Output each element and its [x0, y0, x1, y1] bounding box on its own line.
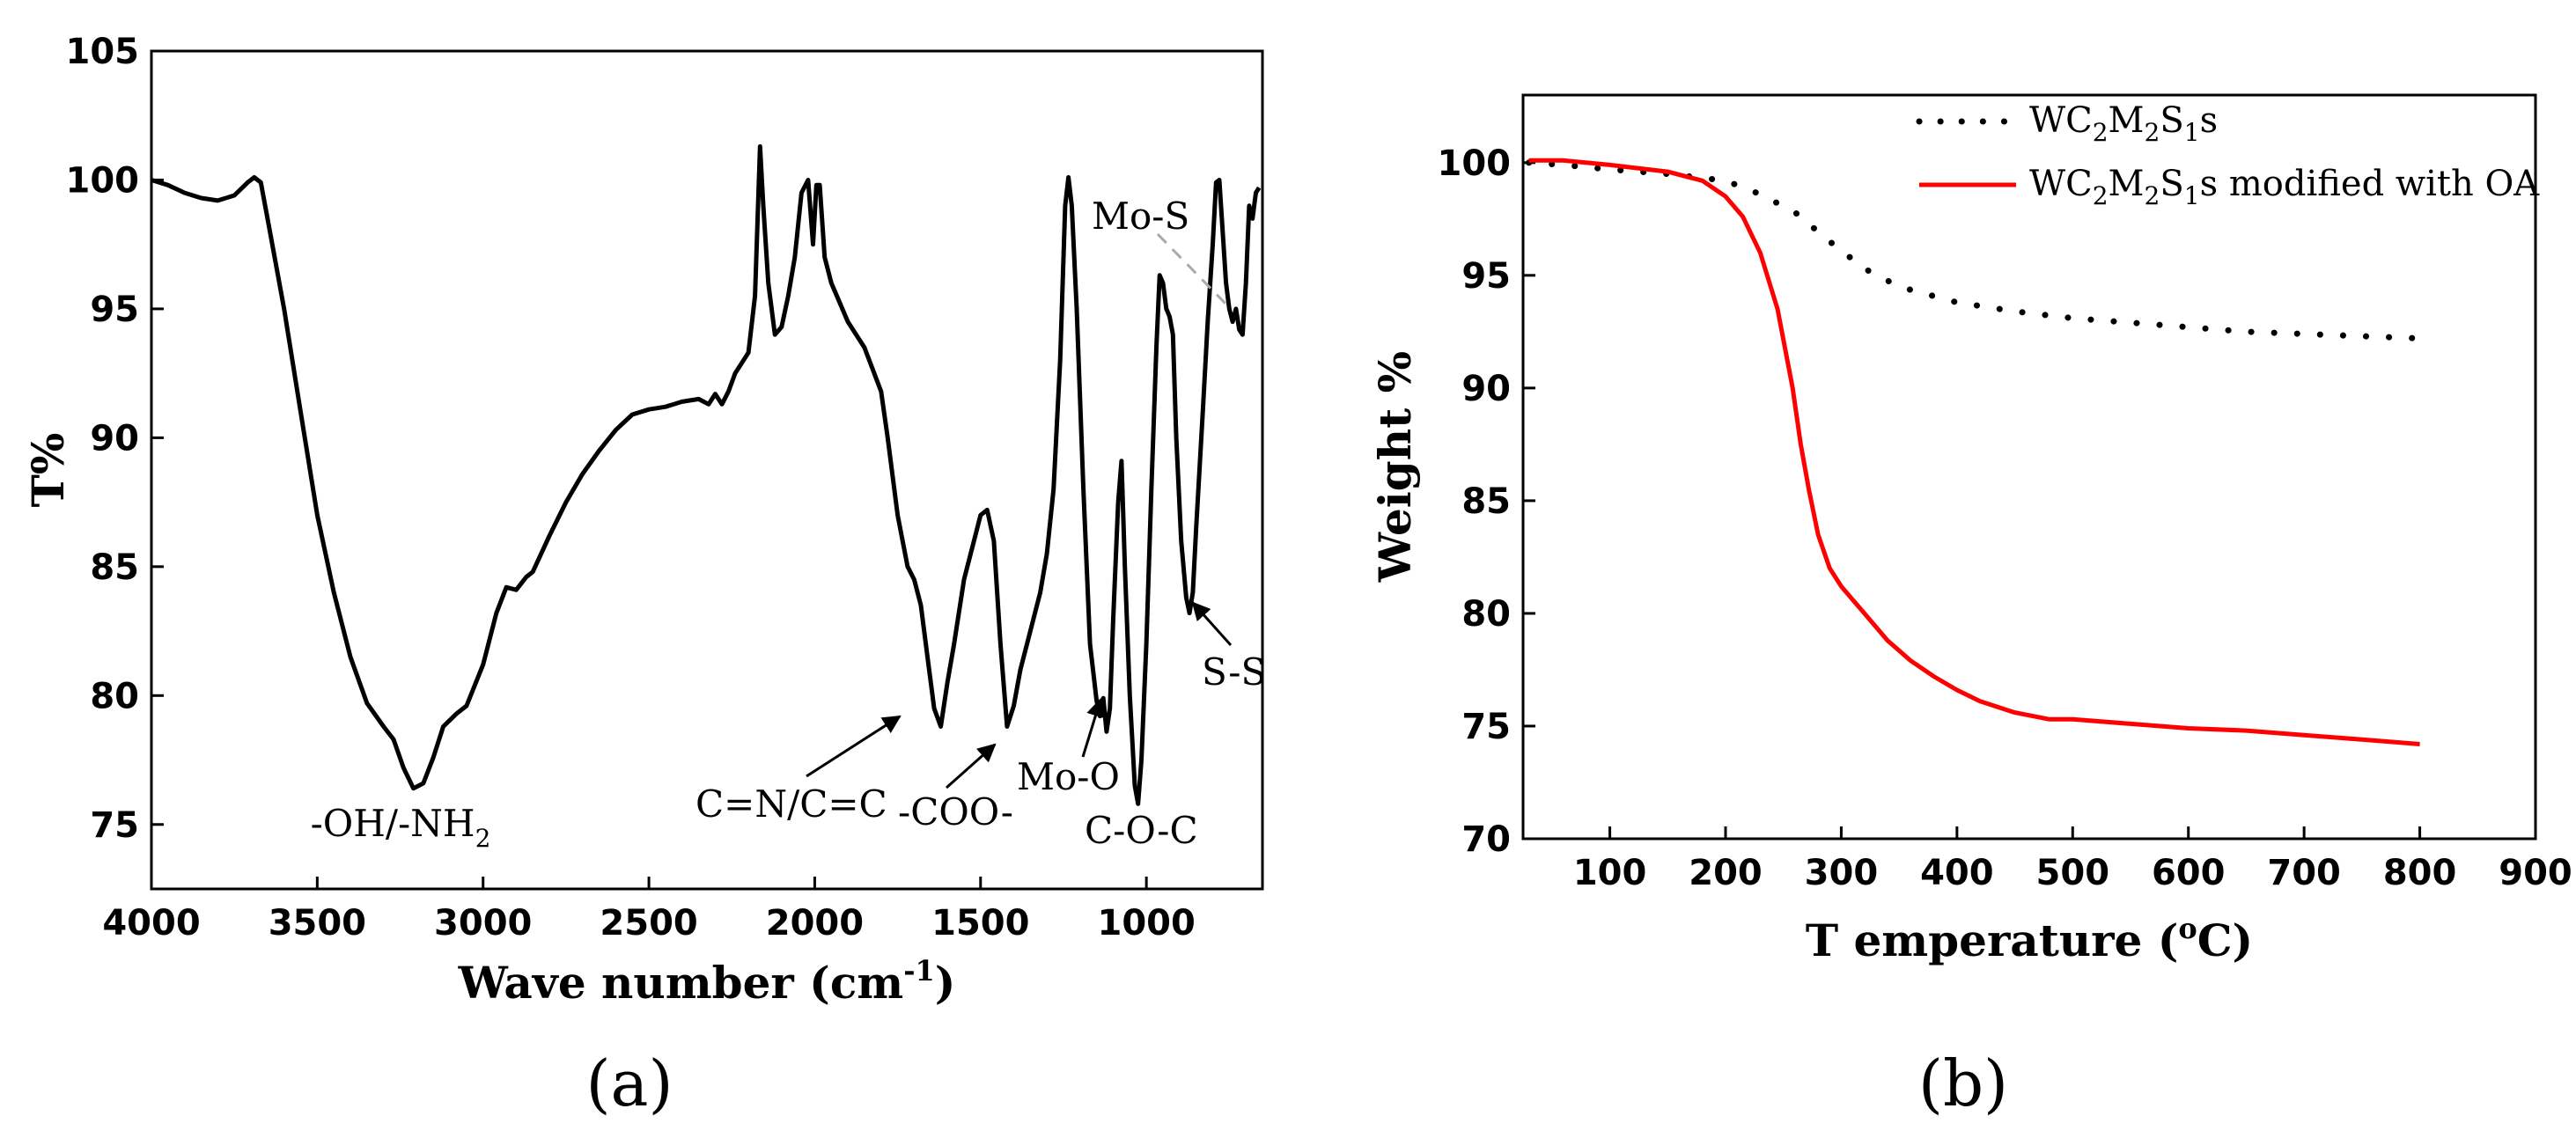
anno-s-s: S-S [1202, 650, 1266, 694]
a-xtick-label: 1500 [931, 903, 1029, 943]
a-ytick-label: 85 [90, 547, 139, 588]
series-wc2m2s1s-oa-line [1528, 158, 2420, 746]
b-xtick-label: 700 [2267, 853, 2341, 893]
a-ytick-label: 105 [66, 32, 140, 72]
a-ytick-label: 100 [66, 160, 140, 201]
b-xtick-label: 800 [2383, 853, 2457, 893]
b-xtick-label: 600 [2152, 853, 2226, 893]
panel-a: 75 80 85 90 95 100 105 4000 3500 3000 2500 2000 150… [22, 32, 1266, 1120]
b-xtick-label: 300 [1805, 853, 1879, 893]
b-xtick-label: 900 [2499, 853, 2572, 893]
b-xtick-label: 500 [2036, 853, 2110, 893]
b-xtick-label: 100 [1573, 853, 1647, 893]
panel-b-y-ticks: 70 75 80 85 90 95 100 [1438, 143, 1535, 860]
b-ytick-label: 95 [1461, 256, 1511, 297]
b-ytick-label: 80 [1461, 594, 1511, 635]
arrow-coo [946, 743, 997, 789]
anno-coo: -COO- [898, 790, 1013, 833]
arrow-s-s [1191, 601, 1233, 647]
anno-oh-nh2: -OH/-NH2 [311, 802, 491, 853]
panel-b-x-title: T emperature (oC) [1806, 912, 2253, 966]
arrow-mo-o [1081, 697, 1105, 758]
a-ytick-label: 80 [90, 676, 139, 716]
panel-a-y-title: T% [22, 433, 74, 508]
a-xtick-label: 3000 [434, 903, 532, 943]
panel-a-x-title: Wave number (cm-1) [458, 954, 956, 1009]
panel-a-x-ticks: 4000 3500 3000 2500 2000 1500 1000 [102, 877, 1196, 943]
b-ytick-label: 100 [1438, 143, 1512, 184]
arrow-c-n [806, 715, 902, 778]
legend-label-wc2m2s1s-oa: WC2M2S1s modified with OA [2029, 164, 2540, 210]
a-xtick-label: 4000 [102, 903, 200, 943]
a-xtick-label: 2500 [600, 903, 697, 943]
anno-mo-s: Mo-S [1092, 195, 1189, 238]
panel-b: 70 75 80 85 90 95 100 100 200 300 400 500 600 700 800… [1369, 93, 2572, 1120]
panel-b-label: (b) [1918, 1046, 2008, 1120]
anno-c-n-c-c: C=N/C=C [696, 782, 887, 826]
panel-a-spectrum-line [151, 143, 1262, 806]
panel-b-frame [1521, 93, 2537, 841]
a-xtick-label: 2000 [766, 903, 864, 943]
b-ytick-label: 85 [1461, 481, 1511, 522]
panel-a-label: (a) [585, 1046, 673, 1120]
a-ytick-label: 90 [90, 418, 139, 459]
panel-b-x-ticks: 100 200 300 400 500 600 700 800 900 [1573, 826, 2572, 893]
a-ytick-label: 75 [90, 805, 139, 846]
panel-b-y-title: Weight % [1369, 351, 1421, 583]
anno-mo-o: Mo-O [1017, 755, 1120, 798]
leader-mo-s [1156, 232, 1230, 308]
b-ytick-label: 90 [1461, 369, 1511, 409]
a-xtick-label: 3500 [269, 903, 366, 943]
panel-a-frame [150, 49, 1264, 891]
b-ytick-label: 70 [1461, 819, 1511, 860]
b-ytick-label: 75 [1461, 707, 1511, 747]
anno-c-o-c: C-O-C [1085, 809, 1198, 852]
b-xtick-label: 200 [1689, 853, 1763, 893]
legend-label-wc2m2s1s: WC2M2S1s [2029, 100, 2218, 147]
a-ytick-label: 95 [90, 290, 139, 330]
a-xtick-label: 1000 [1097, 903, 1195, 943]
panel-a-y-ticks: 75 80 85 90 95 100 105 [66, 32, 164, 846]
legend: WC2M2S1s WC2M2S1s modified with OA [1916, 100, 2540, 210]
b-xtick-label: 400 [1920, 853, 1994, 893]
